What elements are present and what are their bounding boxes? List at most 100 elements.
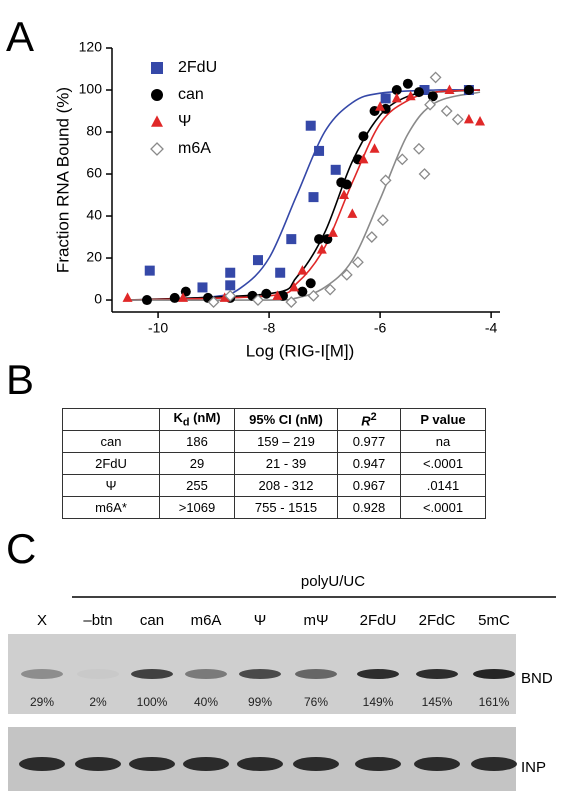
data-point bbox=[307, 289, 320, 302]
table-cell: .0141 bbox=[400, 474, 486, 497]
table-cell: >1069 bbox=[159, 496, 235, 519]
band-inp bbox=[293, 757, 339, 771]
table-row: 2FdU 29 21 - 39 0.947 <.0001 bbox=[62, 452, 486, 475]
table-cell: 755 - 1515 bbox=[234, 496, 338, 519]
data-point bbox=[314, 234, 325, 245]
lane-label: Ψ bbox=[254, 612, 267, 629]
table-cell: can bbox=[62, 430, 160, 453]
data-point bbox=[225, 267, 236, 278]
panel-label: B bbox=[6, 356, 34, 403]
table-cell: 0.967 bbox=[337, 474, 401, 497]
data-point bbox=[376, 214, 389, 227]
data-point bbox=[391, 92, 402, 103]
band-percentage: 76% bbox=[304, 695, 328, 709]
band-percentage: 149% bbox=[363, 695, 394, 709]
data-point bbox=[141, 295, 152, 306]
header-cell bbox=[62, 408, 160, 431]
data-point bbox=[272, 290, 283, 300]
data-point bbox=[405, 90, 416, 101]
header-cell: 95% CI (nM) bbox=[234, 408, 338, 431]
data-point bbox=[375, 101, 386, 111]
data-point bbox=[289, 281, 300, 292]
legend-marker bbox=[151, 62, 163, 74]
data-point bbox=[413, 142, 425, 155]
data-point bbox=[308, 192, 319, 203]
x-tick-label: -10 bbox=[148, 320, 168, 336]
row-label: BND bbox=[521, 670, 553, 687]
header-cell: Kd (nM) bbox=[159, 408, 235, 431]
band-bnd bbox=[131, 669, 173, 679]
x-tick-label: -4 bbox=[485, 320, 498, 336]
legend-marker bbox=[150, 142, 164, 156]
data-point bbox=[252, 294, 264, 306]
header-sup: 2 bbox=[370, 410, 377, 423]
data-point bbox=[427, 91, 438, 102]
band-inp bbox=[183, 757, 229, 771]
table-body: can 186 159 – 219 0.977 na 2FdU 29 21 - 39 0.947… bbox=[62, 430, 486, 519]
band-inp bbox=[355, 757, 401, 771]
lane-label: X bbox=[37, 612, 47, 629]
data-point bbox=[341, 179, 352, 190]
data-point bbox=[424, 98, 436, 111]
data-point bbox=[340, 268, 353, 281]
data-point bbox=[380, 103, 391, 114]
band-percentage: 99% bbox=[248, 695, 272, 709]
band-inp bbox=[471, 757, 517, 771]
data-point bbox=[314, 145, 325, 156]
legend-label: m6A bbox=[178, 140, 211, 157]
data-point bbox=[275, 267, 286, 278]
header-sub: d bbox=[182, 416, 190, 429]
lane-label: 2FdU bbox=[360, 612, 397, 629]
data-point bbox=[324, 283, 337, 296]
table-cell: 21 - 39 bbox=[234, 452, 338, 475]
data-point bbox=[379, 174, 392, 187]
legend-label: can bbox=[178, 86, 204, 103]
data-point bbox=[330, 164, 341, 175]
header-text: (nM) bbox=[189, 410, 221, 426]
table-cell: 255 bbox=[159, 474, 235, 497]
band-inp bbox=[414, 757, 460, 771]
data-point bbox=[451, 113, 464, 126]
data-point bbox=[305, 120, 316, 131]
data-point bbox=[358, 131, 369, 142]
band-inp bbox=[237, 757, 283, 771]
band-bnd bbox=[295, 669, 337, 679]
table-cell: <.0001 bbox=[400, 496, 486, 519]
data-point bbox=[463, 85, 474, 96]
band-percentage: 161% bbox=[479, 695, 510, 709]
y-tick-label: 80 bbox=[86, 123, 102, 139]
band-inp bbox=[129, 757, 175, 771]
row-label: INP bbox=[521, 759, 546, 776]
table-cell: 186 bbox=[159, 430, 235, 453]
data-point bbox=[327, 227, 338, 237]
y-tick-label: 60 bbox=[86, 165, 102, 181]
lane-label: –btn bbox=[83, 612, 112, 629]
x-tick-label: -8 bbox=[263, 320, 276, 336]
table-cell: 0.928 bbox=[337, 496, 401, 519]
data-point bbox=[396, 153, 409, 166]
data-point bbox=[402, 78, 413, 89]
lane-label: mΨ bbox=[303, 612, 328, 629]
data-point bbox=[144, 265, 155, 276]
table-cell: 29 bbox=[159, 452, 235, 475]
data-point bbox=[413, 87, 424, 98]
table-row: m6A* >1069 755 - 1515 0.928 <.0001 bbox=[62, 496, 486, 519]
band-inp bbox=[19, 757, 65, 771]
y-tick-label: 20 bbox=[86, 249, 102, 265]
data-point bbox=[297, 265, 308, 275]
header-text: R bbox=[361, 413, 371, 429]
data-point bbox=[429, 71, 442, 84]
data-point bbox=[305, 278, 316, 289]
table-cell: 2FdU bbox=[62, 452, 160, 475]
table-cell: 208 - 312 bbox=[234, 474, 338, 497]
legend-label: 2FdU bbox=[178, 59, 217, 76]
legend-marker bbox=[151, 115, 163, 127]
band-bnd bbox=[473, 669, 515, 679]
band-bnd bbox=[416, 669, 458, 679]
data-point bbox=[286, 234, 297, 245]
x-tick-label: -6 bbox=[374, 320, 387, 336]
data-point bbox=[316, 244, 327, 254]
lane-label: m6A bbox=[191, 612, 222, 629]
